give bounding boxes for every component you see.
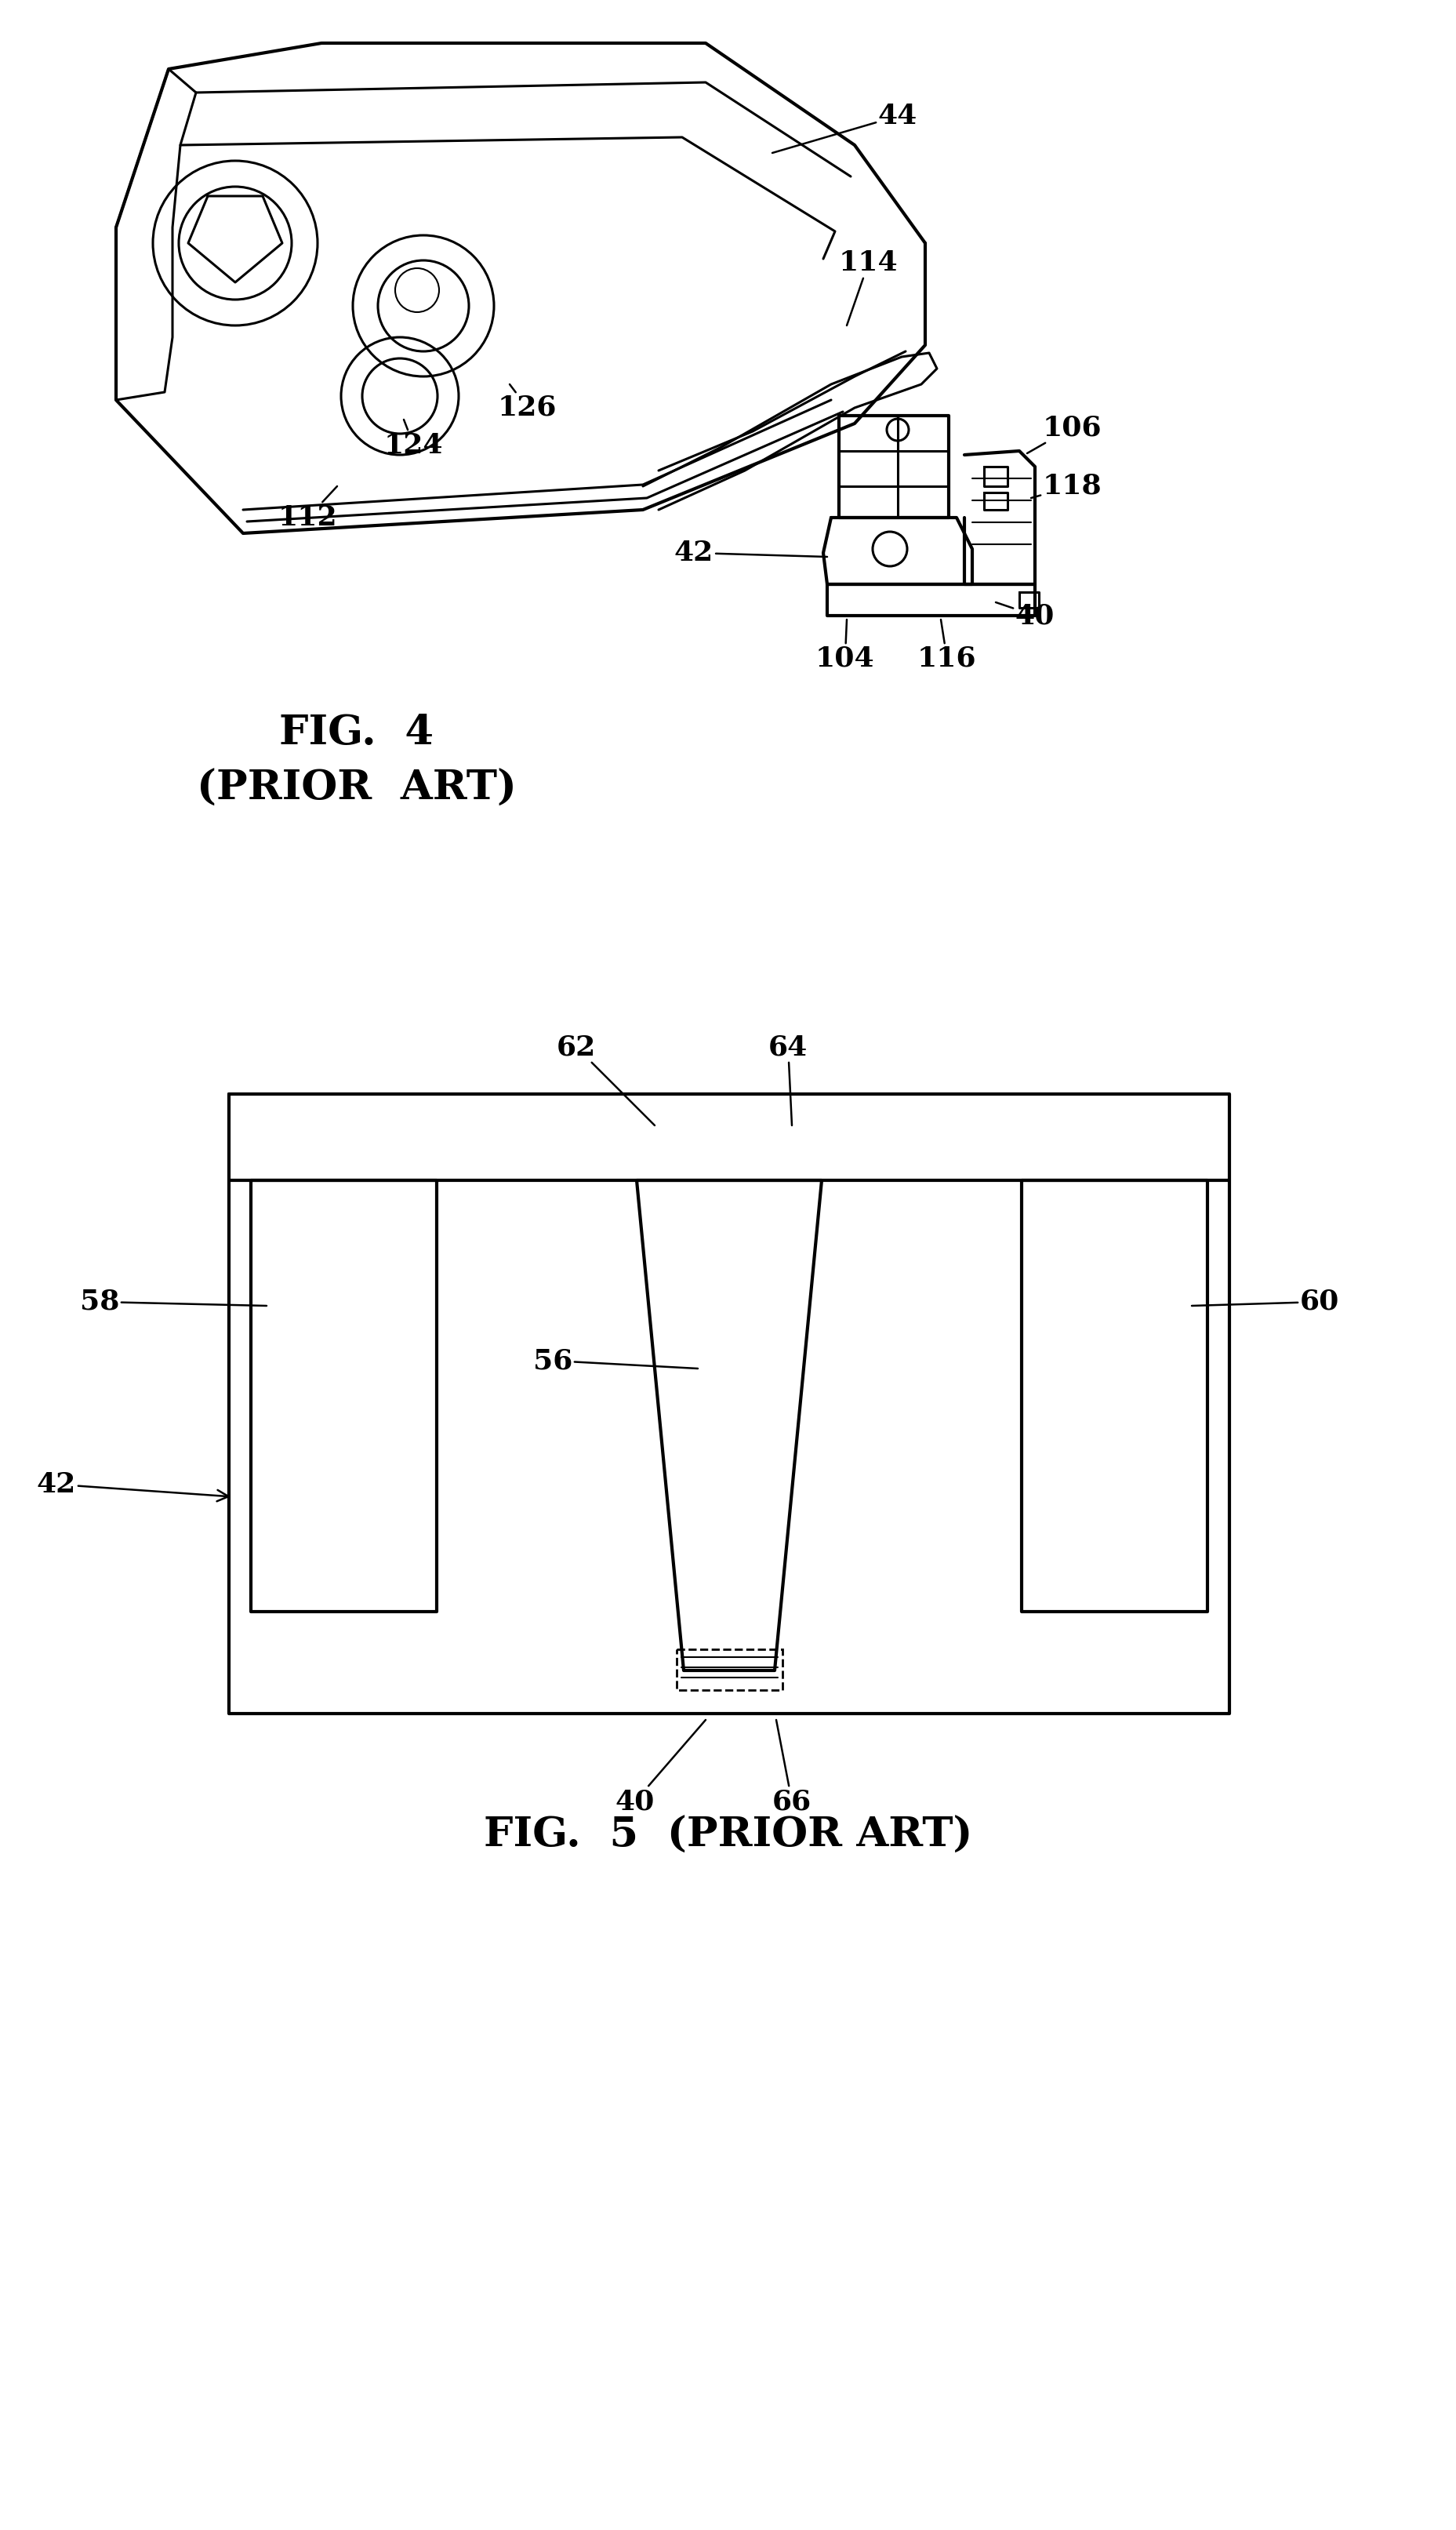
Text: 60: 60 — [1191, 1288, 1338, 1316]
Text: 66: 66 — [772, 1720, 811, 1814]
Text: 44: 44 — [772, 104, 917, 152]
Text: 114: 114 — [839, 250, 898, 326]
Text: 112: 112 — [278, 486, 338, 531]
Text: 56: 56 — [533, 1348, 697, 1374]
Text: 124: 124 — [384, 420, 443, 458]
Text: 118: 118 — [1031, 473, 1102, 498]
Text: (PRIOR  ART): (PRIOR ART) — [197, 769, 517, 807]
Text: 104: 104 — [815, 620, 874, 673]
Text: FIG.  4: FIG. 4 — [280, 713, 434, 754]
Text: 64: 64 — [767, 1035, 807, 1126]
Text: 126: 126 — [498, 385, 556, 420]
Text: 40: 40 — [996, 602, 1054, 630]
Text: 62: 62 — [556, 1035, 654, 1126]
Text: 42: 42 — [674, 539, 827, 567]
Text: 42: 42 — [36, 1470, 229, 1500]
Text: FIG.  5  (PRIOR ART): FIG. 5 (PRIOR ART) — [483, 1814, 973, 1854]
Text: 40: 40 — [614, 1720, 705, 1814]
Text: 58: 58 — [80, 1288, 266, 1316]
Bar — [676, 1650, 782, 1690]
Text: 106: 106 — [1026, 415, 1102, 453]
Text: 116: 116 — [917, 620, 976, 673]
